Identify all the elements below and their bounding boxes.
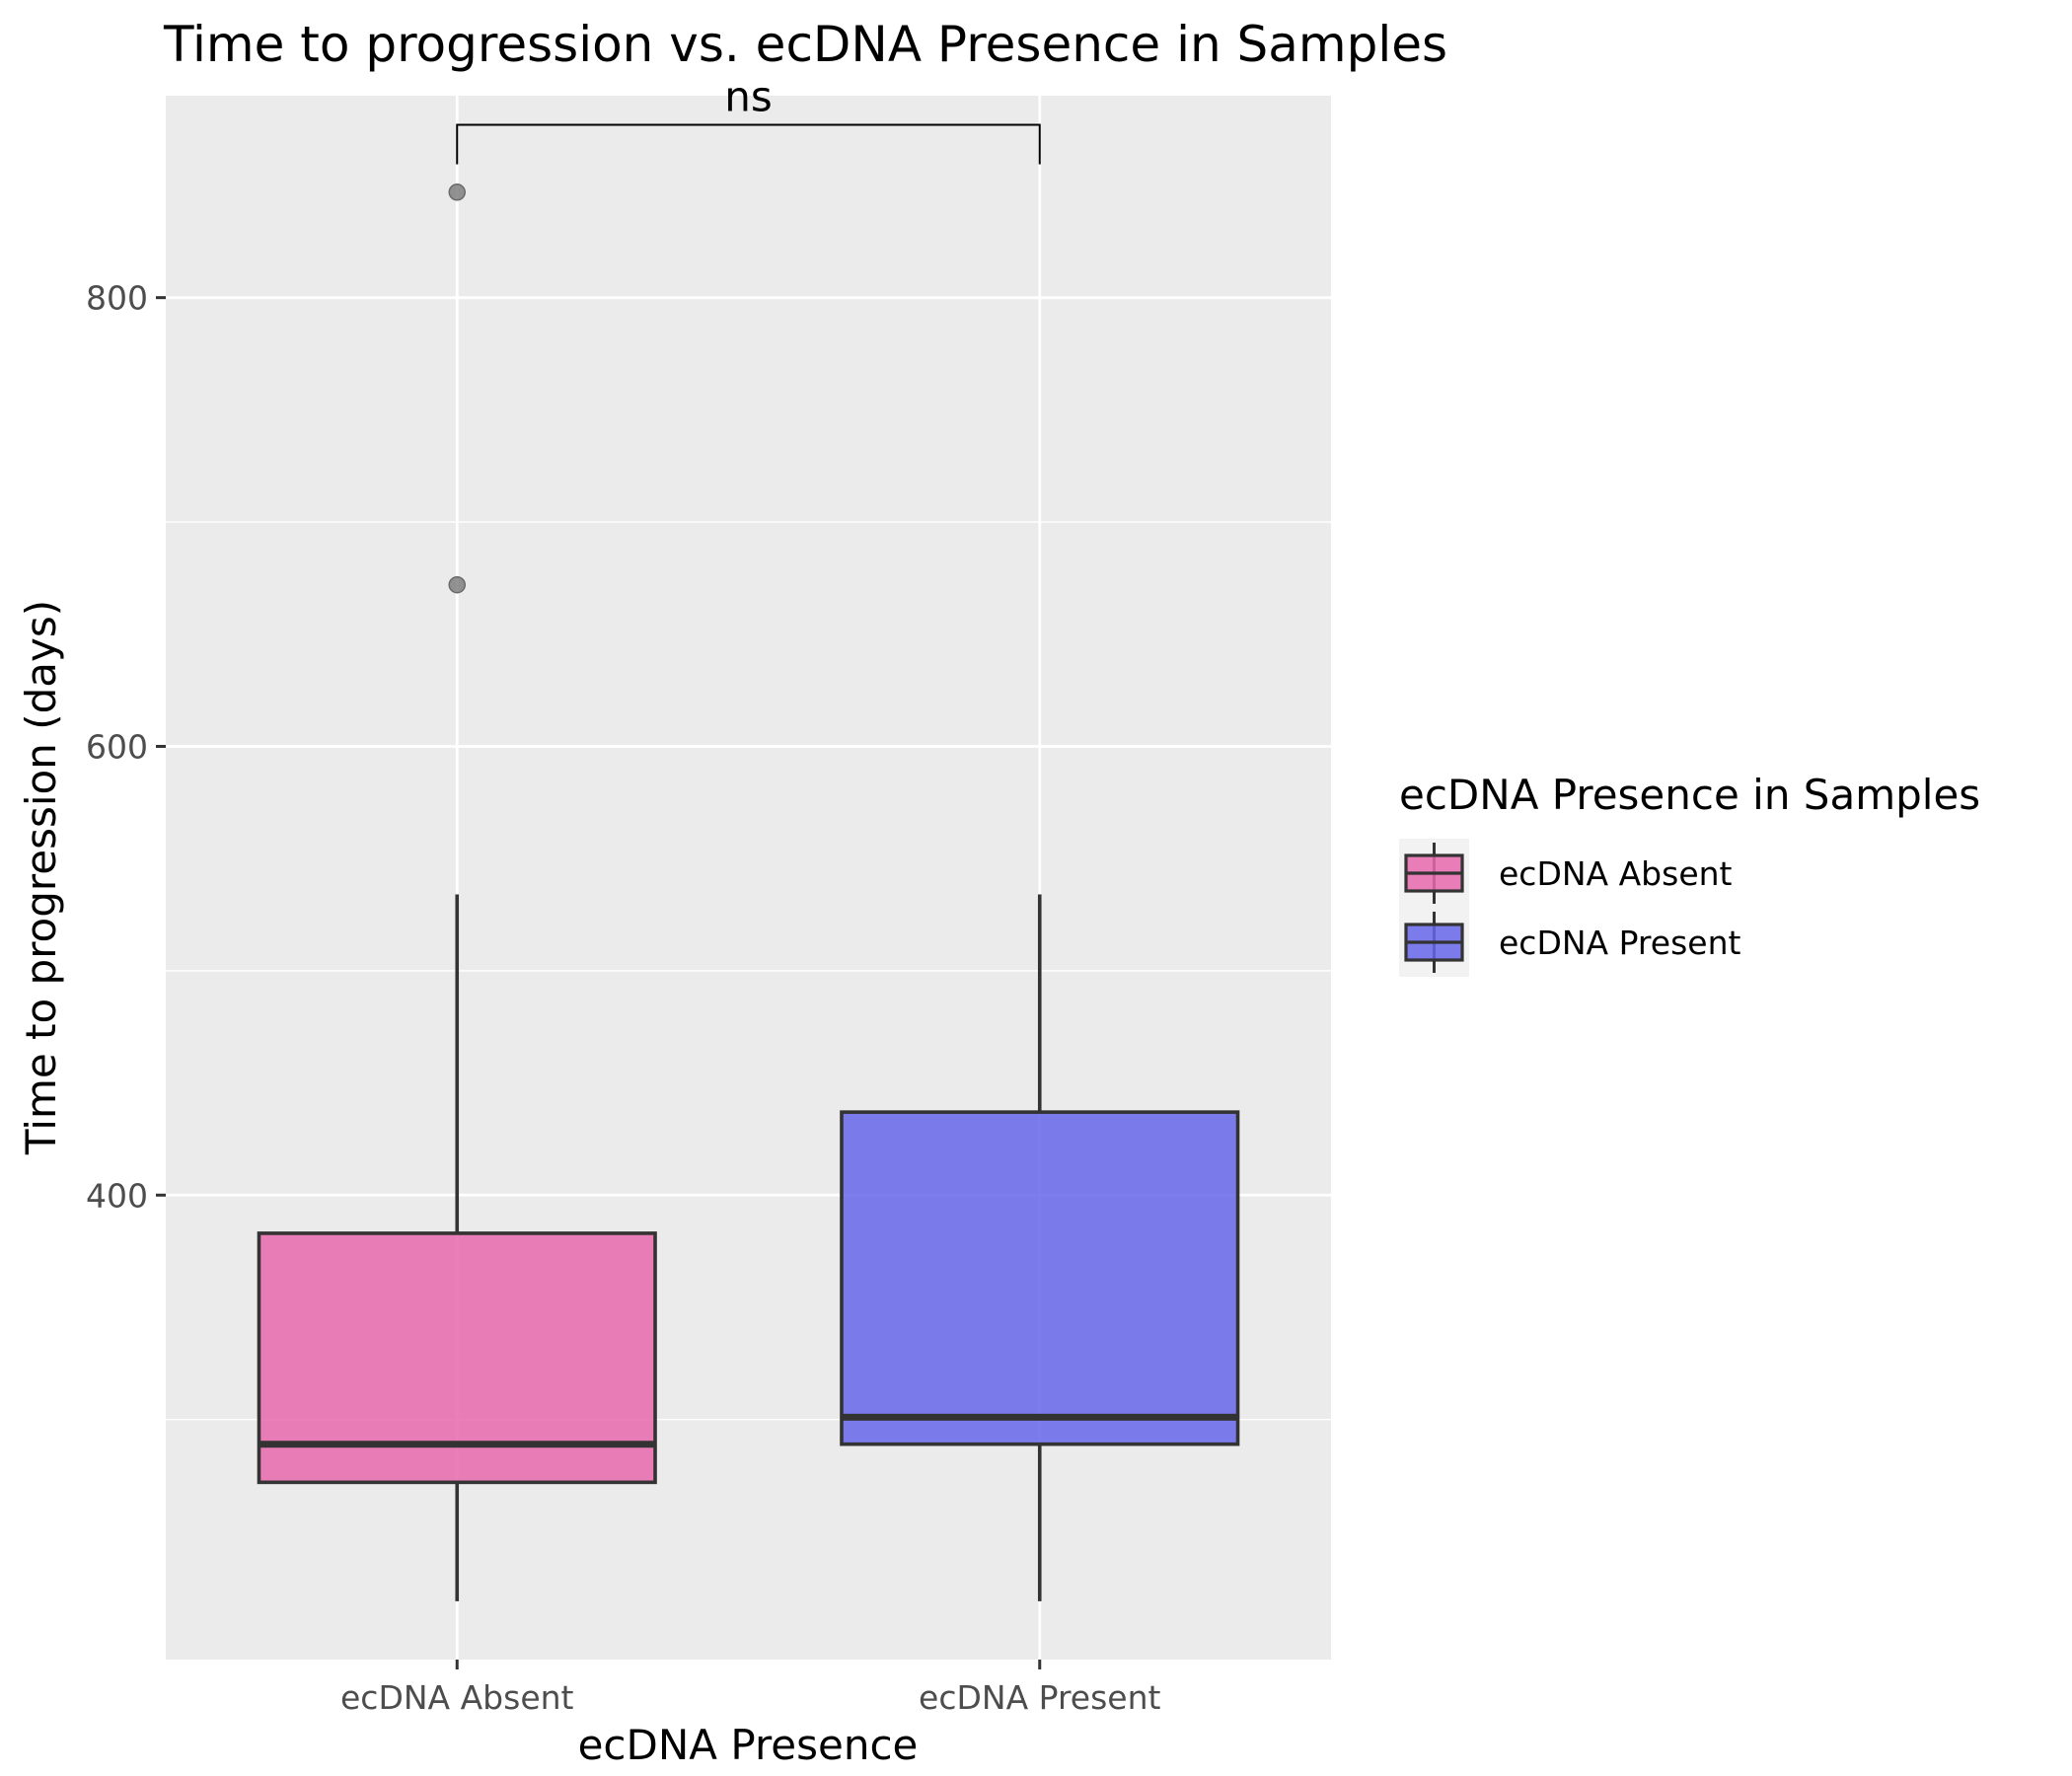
y-tick-label: 400	[86, 1176, 148, 1215]
legend: ecDNA Presence in Samples ecDNA Absent ec…	[1399, 771, 1980, 977]
chart-title: Time to progression vs. ecDNA Presence i…	[163, 16, 1447, 73]
boxplot-ecdna-absent	[257, 184, 657, 1601]
outlier-point	[448, 575, 466, 594]
y-axis: 400 600 800	[86, 279, 166, 1215]
x-axis-title: ecDNA Presence	[578, 1721, 919, 1769]
x-tick-label: ecDNA Absent	[340, 1678, 574, 1717]
x-tick-label: ecDNA Present	[919, 1678, 1160, 1717]
legend-item-ecdna-absent: ecDNA Absent	[1399, 839, 1733, 908]
legend-title: ecDNA Presence in Samples	[1399, 771, 1980, 819]
y-axis-title: Time to progression (days)	[17, 600, 65, 1155]
legend-item-ecdna-present: ecDNA Present	[1399, 908, 1740, 977]
bracket-line	[456, 123, 1041, 165]
y-tick-label: 800	[86, 279, 148, 318]
boxplot-ecdna-present	[840, 894, 1240, 1601]
significance-label: ns	[724, 73, 773, 121]
legend-label: ecDNA Present	[1499, 924, 1740, 962]
significance-bracket: ns	[456, 73, 1041, 165]
y-tick-label: 600	[86, 727, 148, 766]
box-iqr	[840, 1110, 1240, 1446]
outlier-point	[448, 184, 466, 201]
x-axis: ecDNA Absent ecDNA Present	[340, 1660, 1161, 1717]
legend-label: ecDNA Absent	[1499, 854, 1733, 893]
boxplots	[257, 184, 1240, 1601]
